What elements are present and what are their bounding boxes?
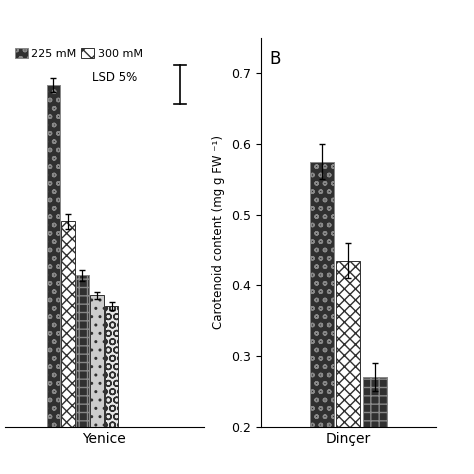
Text: B: B [269,50,281,68]
X-axis label: Yenice: Yenice [82,432,126,446]
Bar [76,275,89,427]
Bar [337,261,360,474]
Bar [310,162,334,474]
Bar [363,377,387,474]
Legend: 225 mM, 300 mM: 225 mM, 300 mM [10,44,147,63]
Text: LSD 5%: LSD 5% [92,71,137,84]
Bar [46,85,60,427]
Y-axis label: Carotenoid content (mg g FW ⁻¹): Carotenoid content (mg g FW ⁻¹) [212,135,226,329]
Bar [105,306,118,427]
Bar [91,295,104,427]
Bar [61,221,74,427]
X-axis label: Dinçer: Dinçer [326,432,371,446]
